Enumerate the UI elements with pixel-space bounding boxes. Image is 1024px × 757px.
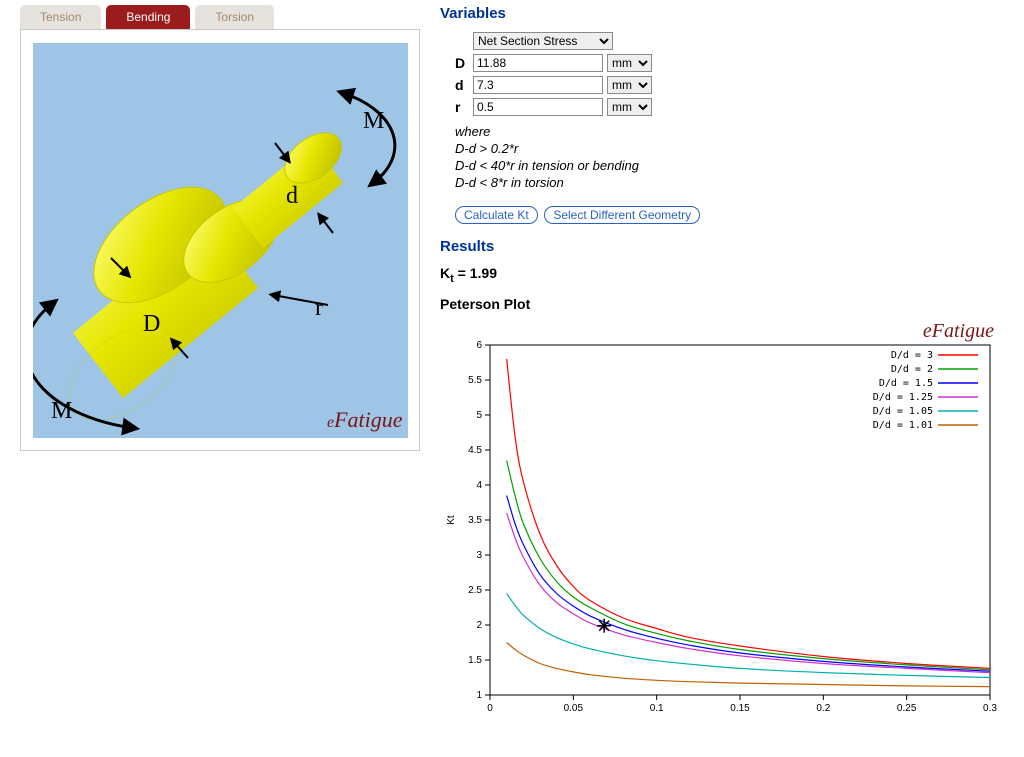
select-geometry-button[interactable]: Select Different Geometry xyxy=(544,206,700,224)
svg-text:0.2: 0.2 xyxy=(816,703,830,714)
svg-text:0.1: 0.1 xyxy=(650,703,664,714)
efatigue-logo-chart: eFatigue xyxy=(923,320,994,343)
efatigue-logo-diagram: eFatigue xyxy=(327,407,403,433)
kt-value: Kt = 1.99 xyxy=(440,265,1010,285)
svg-text:0.3: 0.3 xyxy=(983,703,997,714)
svg-text:2: 2 xyxy=(476,620,482,631)
svg-text:6: 6 xyxy=(476,340,482,351)
svg-text:4: 4 xyxy=(476,480,482,491)
r-input[interactable] xyxy=(473,98,603,116)
svg-text:D/d = 2: D/d = 2 xyxy=(891,364,933,375)
tab-tension[interactable]: Tension xyxy=(20,5,101,29)
svg-text:D/d = 1.5: D/d = 1.5 xyxy=(879,378,933,389)
tab-torsion[interactable]: Torsion xyxy=(195,5,274,29)
d-unit-select[interactable]: mm xyxy=(607,76,652,94)
svg-text:0.15: 0.15 xyxy=(730,703,750,714)
results-heading: Results xyxy=(440,238,1010,255)
svg-text:1.5: 1.5 xyxy=(468,655,482,666)
geometry-diagram: M M D d r eFatigue xyxy=(33,43,408,438)
r-unit-select[interactable]: mm xyxy=(607,98,652,116)
shaft-diagram-svg: M M D d r xyxy=(33,43,408,438)
D-label: D xyxy=(143,311,160,337)
svg-text:D/d = 1.05: D/d = 1.05 xyxy=(873,406,933,417)
svg-text:3: 3 xyxy=(476,550,482,561)
tab-bending[interactable]: Bending xyxy=(106,5,190,29)
calculate-kt-button[interactable]: Calculate Kt xyxy=(455,206,538,224)
peterson-chart: eFatigue 0 0.05 0.1 0.15 0.2 0.25 0.3 1 1.5 2 2.5 3… xyxy=(440,320,1002,725)
stress-type-select[interactable]: Net Section Stress xyxy=(473,32,613,50)
svg-text:4.5: 4.5 xyxy=(468,445,482,456)
svg-text:2.5: 2.5 xyxy=(468,585,482,596)
moment-label-top: M xyxy=(363,108,384,134)
r-param-label: r xyxy=(455,99,473,115)
svg-text:5: 5 xyxy=(476,410,482,421)
d-label: d xyxy=(286,183,298,209)
svg-text:0: 0 xyxy=(487,703,493,714)
load-mode-tabs: Tension Bending Torsion xyxy=(20,5,420,29)
D-unit-select[interactable]: mm xyxy=(607,54,652,72)
svg-text:0.25: 0.25 xyxy=(897,703,917,714)
variables-heading: Variables xyxy=(440,5,1010,22)
d-param-label: d xyxy=(455,77,473,93)
D-param-label: D xyxy=(455,55,473,71)
moment-label-bottom: M xyxy=(51,398,72,424)
svg-text:D/d = 1.01: D/d = 1.01 xyxy=(873,420,933,431)
svg-text:D/d = 1.25: D/d = 1.25 xyxy=(873,392,933,403)
constraints-text: where D-d > 0.2*r D-d < 40*r in tension … xyxy=(455,124,1010,192)
D-input[interactable] xyxy=(473,54,603,72)
peterson-plot-title: Peterson Plot xyxy=(440,296,1010,312)
svg-text:0.05: 0.05 xyxy=(564,703,584,714)
d-input[interactable] xyxy=(473,76,603,94)
r-label: r xyxy=(315,295,323,321)
svg-text:Kt: Kt xyxy=(446,515,457,525)
svg-text:1: 1 xyxy=(476,690,482,701)
svg-text:5.5: 5.5 xyxy=(468,375,482,386)
svg-text:D/d = 3: D/d = 3 xyxy=(891,350,933,361)
svg-text:3.5: 3.5 xyxy=(468,515,482,526)
geometry-diagram-frame: M M D d r eFatigue xyxy=(20,29,420,451)
